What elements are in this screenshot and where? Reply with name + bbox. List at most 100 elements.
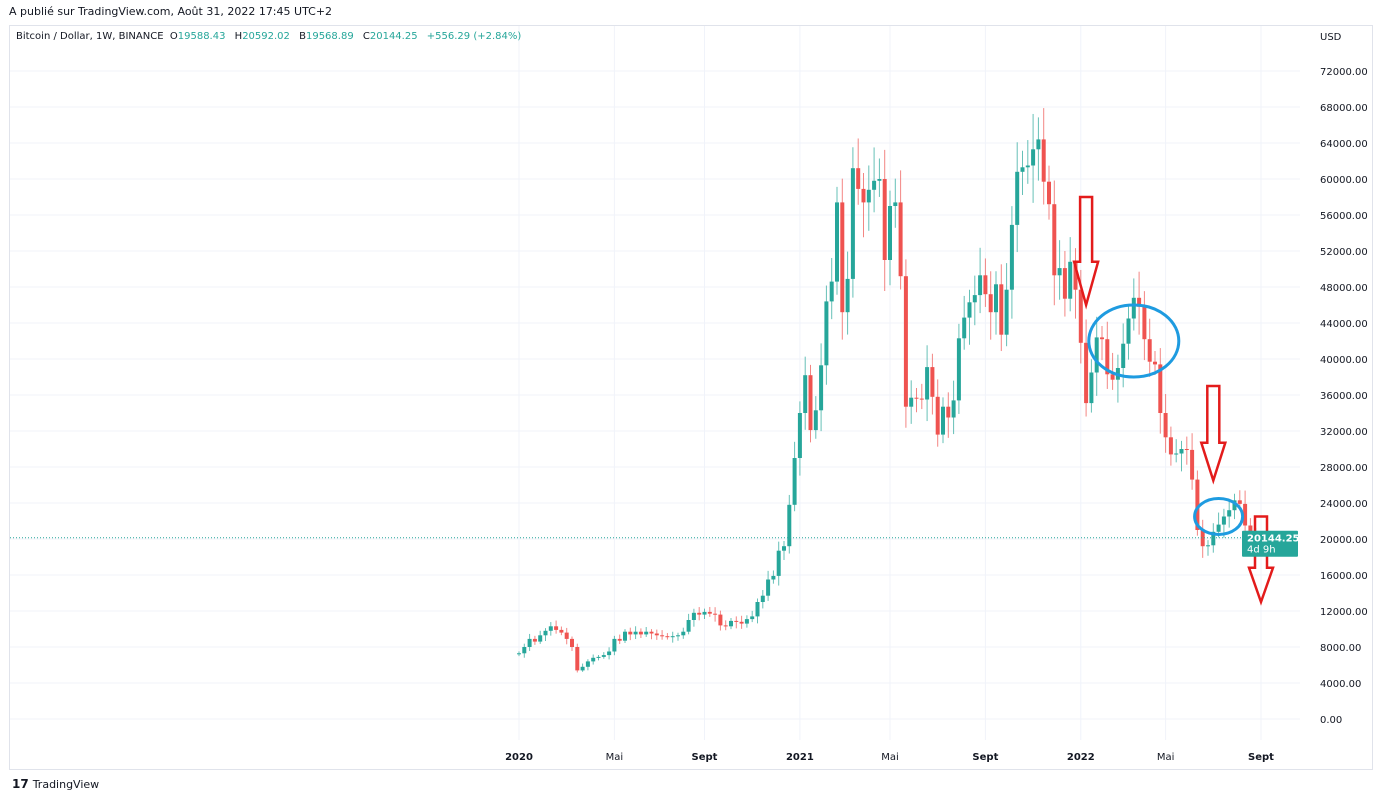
candle-down [1100, 337, 1104, 340]
candle-down [903, 276, 908, 407]
candle-up [633, 631, 638, 635]
open-value: 19588.43 [177, 31, 226, 42]
candle-up [670, 636, 675, 638]
price-tick-label: 56000.00 [1320, 211, 1368, 222]
candle-down [1047, 181, 1051, 205]
time-tick-label: Mai [1157, 752, 1175, 763]
last-price-badge: 20144.25 4d 9h [1242, 530, 1300, 557]
candle-up [797, 413, 802, 458]
candle-down [564, 632, 569, 639]
candle-down [861, 188, 866, 203]
down-arrow-icon [1199, 384, 1228, 485]
candle-down [739, 621, 744, 624]
candle-up [1015, 171, 1020, 225]
symbol-name: Bitcoin / Dollar, 1W, BINANCE [16, 31, 164, 42]
candle-down [1142, 306, 1147, 340]
candle-up [1004, 289, 1009, 335]
candle-down [660, 635, 665, 637]
candle-down [919, 398, 924, 400]
tradingview-logo-icon: 17 [12, 777, 29, 791]
candle-down [1237, 500, 1242, 504]
candle-up [925, 367, 930, 400]
candle-up [522, 647, 527, 654]
close-value: 20144.25 [369, 31, 418, 42]
price-axis: 0.00 4000.00 8000.00 12000.00 16000.00 20000.… [1320, 67, 1368, 726]
candle-up [1131, 297, 1136, 319]
time-tick-label: Sept [1248, 752, 1274, 763]
candle-up [623, 631, 627, 641]
price-tick-label: 40000.00 [1320, 355, 1368, 366]
price-tick-label: 12000.00 [1320, 607, 1368, 618]
candle-up [1009, 224, 1014, 290]
candles [517, 108, 1258, 673]
candle-up [517, 653, 521, 655]
candle-up [607, 651, 612, 656]
price-tick-label: 16000.00 [1320, 571, 1368, 582]
candle-down [697, 612, 702, 615]
candle-down [946, 406, 951, 418]
time-tick-label: Mai [606, 752, 624, 763]
bar-countdown: 4d 9h [1247, 545, 1276, 556]
price-tick-label: 48000.00 [1320, 283, 1368, 294]
candle-down [1062, 268, 1067, 299]
candle-up [978, 275, 983, 296]
candle-down [1190, 449, 1195, 480]
candle-up [1221, 516, 1226, 525]
candle-down [1168, 437, 1173, 455]
candle-up [967, 302, 972, 318]
candle-up [676, 635, 680, 637]
candle-up [850, 168, 855, 279]
price-tick-label: 72000.00 [1320, 67, 1368, 78]
candle-up [1126, 318, 1131, 344]
time-tick-label: Sept [972, 752, 998, 763]
price-tick-label: 52000.00 [1320, 247, 1368, 258]
candle-down [638, 631, 643, 635]
price-tick-label: 36000.00 [1320, 391, 1368, 402]
currency-label: USD [1320, 32, 1342, 43]
candle-up [755, 602, 760, 617]
candle-up [538, 635, 543, 642]
brand-name: TradingView [32, 777, 100, 791]
candle-down [1195, 479, 1200, 530]
time-tick-label: 2020 [505, 752, 533, 763]
candle-down [654, 633, 659, 636]
candle-down [988, 294, 993, 313]
candle-up [601, 655, 606, 657]
candle-down [713, 613, 718, 615]
candle-up [729, 620, 733, 627]
candle-down [649, 631, 654, 634]
price-tick-label: 28000.00 [1320, 463, 1368, 474]
candle-down [1052, 204, 1057, 276]
candle-up [686, 620, 691, 632]
candle-up [580, 666, 585, 671]
candle-down [1153, 361, 1157, 365]
annotations [1072, 195, 1275, 606]
candle-down [559, 629, 564, 633]
candle-up [771, 575, 776, 580]
price-tick-label: 68000.00 [1320, 103, 1368, 114]
time-axis: 2020 Mai Sept 2021 Mai Sept 2022 Mai Sept [505, 752, 1274, 763]
candle-up [1020, 167, 1025, 172]
candle-up [1031, 149, 1036, 166]
footer-brand[interactable]: 17 TradingView [12, 777, 99, 791]
price-tick-label: 64000.00 [1320, 139, 1368, 150]
candle-down [1078, 289, 1083, 343]
price-tick-label: 44000.00 [1320, 319, 1368, 330]
candle-down [1200, 530, 1205, 547]
candle-down [1147, 339, 1152, 362]
candle-down [882, 179, 887, 260]
candle-down [999, 284, 1004, 335]
candle-up [819, 365, 824, 411]
candle-down [1110, 374, 1115, 380]
candle-up [585, 661, 590, 667]
candle-up [691, 612, 696, 620]
candle-up [596, 656, 601, 658]
candle-up [1179, 449, 1184, 454]
candle-up [1216, 524, 1221, 532]
down-arrow-icon [1072, 195, 1100, 310]
candle-up [872, 180, 877, 190]
candle-down [718, 614, 723, 626]
candle-up [1121, 343, 1126, 368]
price-tick-label: 4000.00 [1320, 679, 1361, 690]
